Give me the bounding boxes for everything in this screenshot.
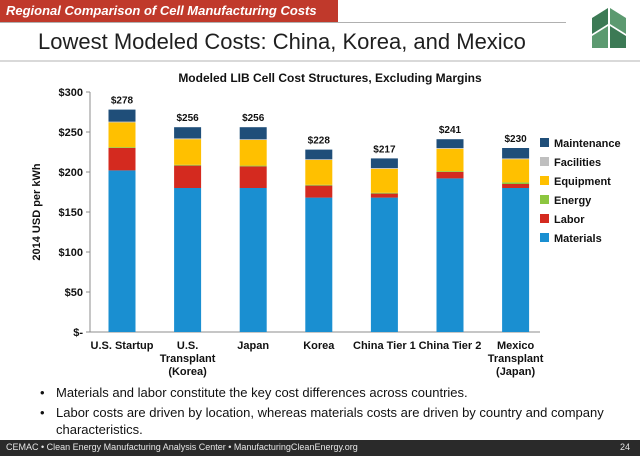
bar-segment-labor bbox=[371, 194, 398, 198]
y-tick-label: $250 bbox=[59, 127, 83, 139]
bar-segment-energy bbox=[174, 165, 201, 166]
bar-segment-equipment bbox=[502, 159, 529, 182]
y-axis-label: 2014 USD per kWh bbox=[31, 163, 43, 260]
section-banner-text: Regional Comparison of Cell Manufacturin… bbox=[6, 3, 317, 18]
legend-swatch-energy bbox=[540, 195, 549, 204]
section-banner: Regional Comparison of Cell Manufacturin… bbox=[0, 0, 338, 22]
bar-segment-facilities bbox=[437, 148, 464, 149]
legend-label: Equipment bbox=[554, 176, 611, 188]
bar-segment-equipment bbox=[437, 149, 464, 171]
bar-segment-equipment bbox=[305, 160, 332, 185]
x-tick-label: Korea bbox=[303, 340, 335, 352]
bar-segment-maintenance bbox=[109, 110, 136, 122]
y-tick-label: $- bbox=[73, 327, 83, 339]
total-label: $217 bbox=[373, 144, 396, 155]
slide-title: Lowest Modeled Costs: China, Korea, and … bbox=[38, 29, 526, 55]
bar-segment-materials bbox=[502, 188, 529, 332]
bar-segment-maintenance bbox=[240, 127, 267, 139]
legend-label: Materials bbox=[554, 233, 602, 245]
legend-label: Energy bbox=[554, 195, 592, 207]
total-label: $256 bbox=[242, 113, 265, 124]
title-rule bbox=[0, 60, 640, 62]
legend-label: Labor bbox=[554, 214, 585, 226]
bar-segment-facilities bbox=[305, 159, 332, 160]
bar-segment-maintenance bbox=[371, 158, 398, 168]
x-tick-label: U.S. bbox=[177, 340, 198, 352]
bar-segment-equipment bbox=[240, 140, 267, 166]
bar-segment-materials bbox=[371, 198, 398, 332]
y-tick-label: $300 bbox=[59, 87, 83, 99]
x-tick-label: Transplant bbox=[488, 353, 544, 365]
bar-segment-facilities bbox=[174, 138, 201, 139]
banner-rule bbox=[0, 22, 566, 23]
bar-segment-energy bbox=[502, 182, 529, 184]
bar-segment-labor bbox=[305, 186, 332, 198]
bar-segment-facilities bbox=[371, 168, 398, 169]
bar-segment-energy bbox=[240, 166, 267, 167]
bar-segment-equipment bbox=[109, 122, 136, 147]
bullet-text: Materials and labor constitute the key c… bbox=[56, 385, 468, 400]
bar-segment-materials bbox=[437, 178, 464, 332]
x-tick-label: Japan bbox=[237, 340, 269, 352]
x-tick-label: Transplant bbox=[160, 353, 216, 365]
cost-structure-chart: Modeled LIB Cell Cost Structures, Exclud… bbox=[0, 66, 640, 382]
cemac-logo-icon bbox=[578, 0, 634, 56]
total-label: $228 bbox=[308, 136, 331, 147]
bar-segment-maintenance bbox=[437, 139, 464, 148]
bullet-list: • Materials and labor constitute the key … bbox=[40, 384, 630, 441]
bar-segment-equipment bbox=[174, 139, 201, 165]
total-label: $230 bbox=[504, 134, 527, 145]
total-label: $278 bbox=[111, 96, 134, 107]
legend-swatch-facilities bbox=[540, 157, 549, 166]
legend-swatch-materials bbox=[540, 233, 549, 242]
bullet-icon: • bbox=[40, 384, 45, 401]
bar-segment-maintenance bbox=[174, 127, 201, 138]
bar-segment-energy bbox=[109, 147, 136, 148]
legend-swatch-equipment bbox=[540, 176, 549, 185]
x-tick-label: Mexico bbox=[497, 340, 535, 352]
footer-text: CEMAC • Clean Energy Manufacturing Analy… bbox=[6, 442, 358, 452]
bar-segment-labor bbox=[502, 184, 529, 188]
page-number: 24 bbox=[620, 442, 630, 452]
x-tick-label: China Tier 1 bbox=[353, 340, 416, 352]
bar-segment-facilities bbox=[502, 158, 529, 159]
x-tick-label: (Korea) bbox=[168, 366, 207, 378]
bar-segment-equipment bbox=[371, 169, 398, 193]
bar-segment-facilities bbox=[109, 122, 136, 123]
bullet-item: • Labor costs are driven by location, whe… bbox=[40, 404, 630, 438]
y-tick-label: $100 bbox=[59, 247, 83, 259]
bar-segment-labor bbox=[109, 148, 136, 170]
chart-title: Modeled LIB Cell Cost Structures, Exclud… bbox=[178, 71, 482, 85]
bar-segment-materials bbox=[240, 188, 267, 332]
footer-bar: CEMAC • Clean Energy Manufacturing Analy… bbox=[0, 440, 640, 456]
y-tick-label: $200 bbox=[59, 167, 83, 179]
bar-segment-maintenance bbox=[305, 150, 332, 160]
bar-segment-facilities bbox=[240, 139, 267, 140]
bar-segment-labor bbox=[437, 172, 464, 178]
x-tick-label: (Japan) bbox=[496, 366, 535, 378]
bar-segment-materials bbox=[305, 198, 332, 332]
legend-label: Facilities bbox=[554, 157, 601, 169]
bar-segment-labor bbox=[240, 166, 267, 188]
bullet-item: • Materials and labor constitute the key … bbox=[40, 384, 630, 401]
bar-segment-energy bbox=[305, 185, 332, 186]
bar-segment-maintenance bbox=[502, 148, 529, 158]
bar-segment-materials bbox=[109, 170, 136, 332]
x-tick-label: U.S. Startup bbox=[91, 340, 154, 352]
bullet-icon: • bbox=[40, 404, 45, 421]
x-tick-label: China Tier 2 bbox=[419, 340, 482, 352]
total-label: $256 bbox=[176, 113, 199, 124]
bar-segment-labor bbox=[174, 166, 201, 188]
bar-segment-energy bbox=[371, 193, 398, 194]
y-tick-label: $50 bbox=[65, 287, 83, 299]
total-label: $241 bbox=[439, 125, 462, 136]
legend-label: Maintenance bbox=[554, 138, 621, 150]
legend-swatch-labor bbox=[540, 214, 549, 223]
bar-segment-energy bbox=[437, 171, 464, 172]
bar-segment-materials bbox=[174, 188, 201, 332]
legend-swatch-maintenance bbox=[540, 138, 549, 147]
y-tick-label: $150 bbox=[59, 207, 83, 219]
bullet-text: Labor costs are driven by location, wher… bbox=[56, 405, 604, 437]
